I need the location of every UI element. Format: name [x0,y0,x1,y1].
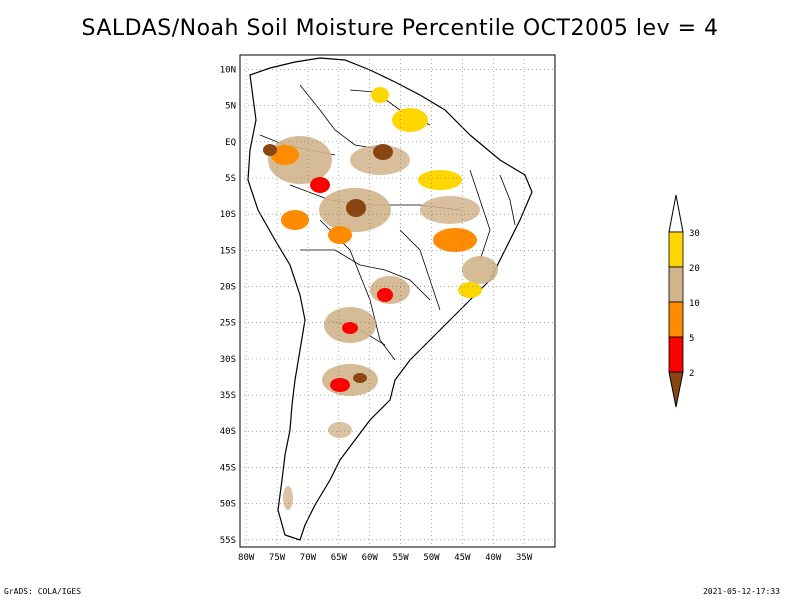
longitude-tick-label: 65W [331,553,348,563]
latitude-tick-label: 35S [220,391,236,401]
latitude-tick-label: 15S [220,246,236,256]
map-title: SALDAS/Noah Soil Moisture Percentile OCT… [81,16,719,41]
latitude-axis: 10N 5N EQ 5S 10S 15S 20S 25S 30S 35S 40S 45S 50S 55S [220,65,236,545]
colorbar-label: 5 [689,334,694,344]
colorbar-segment-20-30 [668,231,684,268]
longitude-tick-label: 45W [454,553,471,563]
colorbar-label: 20 [689,264,700,274]
colorbar-label: 2 [689,369,694,379]
longitude-tick-label: 60W [362,553,379,563]
longitude-tick-label: 70W [300,553,317,563]
latitude-tick-label: 5N [225,102,236,112]
latitude-tick-label: 20S [220,283,236,293]
longitude-tick-label: 40W [485,553,502,563]
colorbar-label: 10 [689,299,700,309]
colorbar-segment-2-5 [668,336,684,373]
gridlines [240,55,555,547]
longitude-tick-label: 55W [392,553,409,563]
colorbar-label: 30 [689,229,700,239]
longitude-tick-label: 75W [269,553,286,563]
latitude-tick-label: 40S [220,427,236,437]
colorbar-top-arrow [668,194,684,233]
latitude-tick-label: 25S [220,319,236,329]
latitude-tick-label: 5S [225,174,236,184]
colorbar-segment-10-20 [668,266,684,303]
map-panel: 10N5NEQ5S10S15S20S25S30S35S40S45S50S55S … [220,54,556,563]
footer-left: GrADS: COLA/IGES [4,587,82,596]
latitude-tick-label: 30S [220,355,236,365]
latitude-tick-label: 10N [220,65,236,75]
longitude-tick-label: 35W [516,553,533,563]
percentile-overlay [263,87,498,510]
latitude-tick-label: 10S [220,210,236,220]
footer-right: 2021-05-12-17:33 [702,587,780,596]
longitude-tick-label: 50W [423,553,440,563]
colorbar-bottom-arrow [668,371,684,408]
latitude-tick-label: EQ [225,138,236,148]
colorbar: 30 20 10 5 2 [668,194,700,408]
latitude-tick-label: 50S [220,500,236,510]
colorbar-segment-5-10 [668,301,684,338]
latitude-tick-label: 55S [220,536,236,546]
longitude-axis: 80W 75W 70W 65W 60W 55W 50W 45W 40W 35W [238,553,533,563]
latitude-tick-label: 45S [220,463,236,473]
longitude-tick-label: 80W [238,553,255,563]
